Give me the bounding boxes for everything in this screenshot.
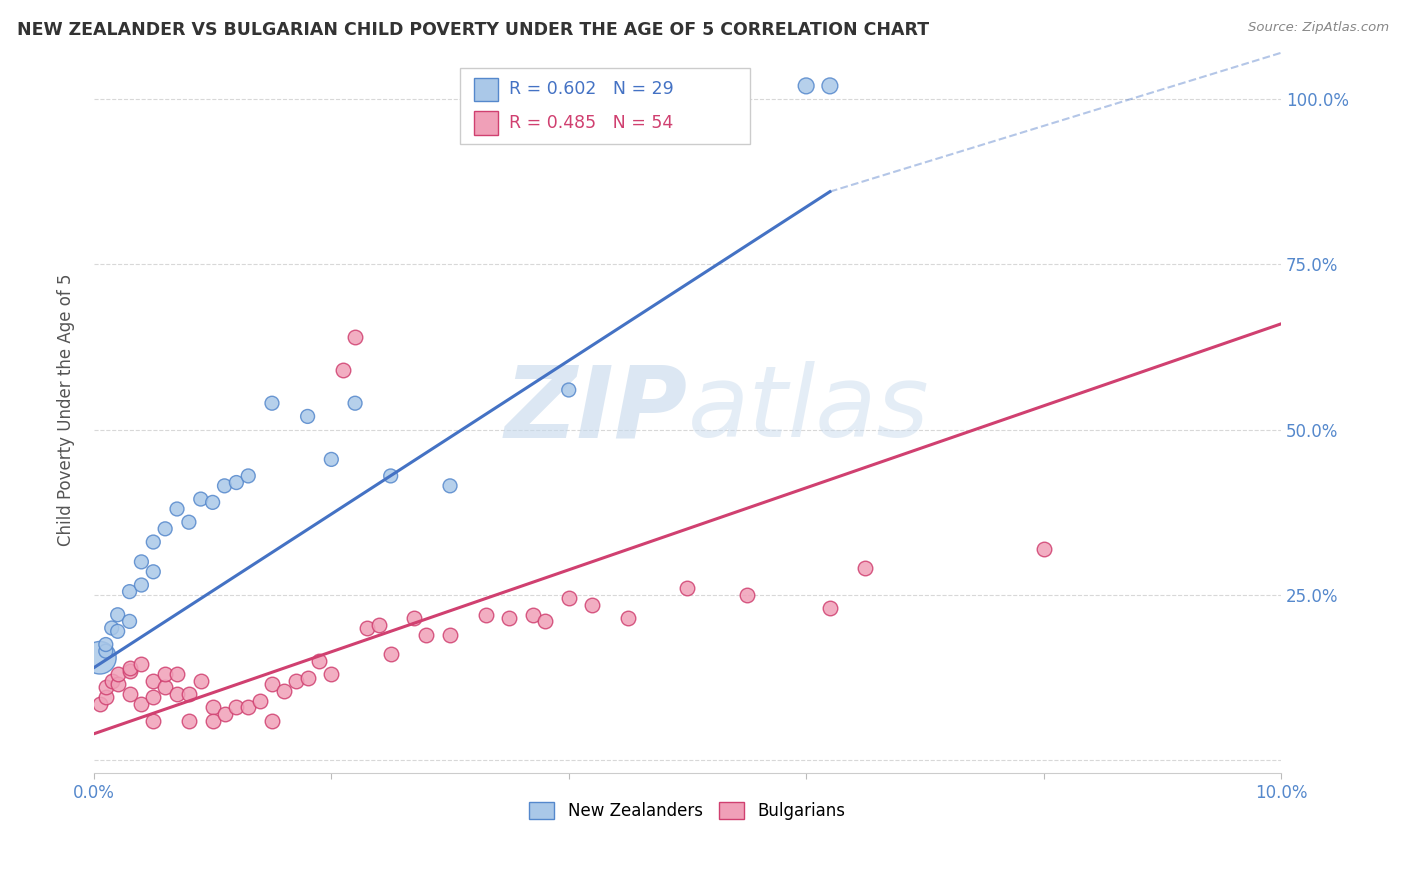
Point [344,396,367,410]
Point [534,615,557,629]
Point [439,627,461,641]
Point [190,673,212,688]
Point [118,615,141,629]
Point [153,681,176,695]
Point [94,681,117,695]
Point [225,475,247,490]
Point [225,700,247,714]
Point [142,673,165,688]
Point [260,677,283,691]
Point [131,555,153,569]
Text: ZIP: ZIP [505,361,688,458]
Point [89,650,111,665]
Point [498,611,520,625]
Point [166,687,188,701]
Point [474,607,496,622]
Point [818,78,841,93]
Point [107,624,129,639]
Point [214,479,236,493]
Point [118,664,141,678]
Point [153,522,176,536]
Point [131,657,153,672]
Point [201,495,224,509]
Point [617,611,640,625]
Point [380,648,402,662]
Point [415,627,437,641]
Point [177,515,200,529]
Point [1032,541,1054,556]
Point [201,700,224,714]
Point [142,714,165,728]
Text: NEW ZEALANDER VS BULGARIAN CHILD POVERTY UNDER THE AGE OF 5 CORRELATION CHART: NEW ZEALANDER VS BULGARIAN CHILD POVERTY… [17,21,929,38]
Point [367,617,389,632]
Point [249,694,271,708]
Text: R = 0.485   N = 54: R = 0.485 N = 54 [509,114,673,132]
Point [131,697,153,711]
Y-axis label: Child Poverty Under the Age of 5: Child Poverty Under the Age of 5 [58,274,75,546]
Point [581,598,603,612]
FancyBboxPatch shape [474,112,498,135]
Point [142,565,165,579]
Point [214,706,236,721]
Point [118,584,141,599]
Point [260,714,283,728]
Point [177,714,200,728]
Point [855,561,877,575]
Point [356,621,378,635]
Point [166,502,188,516]
Text: Source: ZipAtlas.com: Source: ZipAtlas.com [1249,21,1389,34]
Point [238,469,260,483]
Point [238,700,260,714]
FancyBboxPatch shape [460,68,751,145]
Text: atlas: atlas [688,361,929,458]
Point [100,673,122,688]
Point [273,683,295,698]
Point [676,582,699,596]
Point [558,383,581,397]
Point [94,644,117,658]
Point [522,607,544,622]
Point [404,611,426,625]
FancyBboxPatch shape [474,78,498,101]
Point [107,607,129,622]
Point [308,654,330,668]
Point [439,479,461,493]
Point [735,588,758,602]
Point [794,78,817,93]
Point [153,667,176,681]
Point [142,690,165,705]
Point [107,677,129,691]
Point [118,687,141,701]
Point [321,667,343,681]
Point [332,363,354,377]
Point [321,452,343,467]
Point [260,396,283,410]
Point [297,671,319,685]
Point [118,660,141,674]
Point [166,667,188,681]
Point [142,535,165,549]
Point [297,409,319,424]
Point [100,621,122,635]
Point [190,492,212,507]
Text: R = 0.602   N = 29: R = 0.602 N = 29 [509,80,673,98]
Point [131,578,153,592]
Point [94,638,117,652]
Point [284,673,307,688]
Point [380,469,402,483]
Point [177,687,200,701]
Point [94,690,117,705]
Point [107,667,129,681]
Point [201,714,224,728]
Legend: New Zealanders, Bulgarians: New Zealanders, Bulgarians [523,796,852,827]
Point [344,330,367,344]
Point [558,591,581,606]
Point [818,601,841,615]
Point [89,697,111,711]
